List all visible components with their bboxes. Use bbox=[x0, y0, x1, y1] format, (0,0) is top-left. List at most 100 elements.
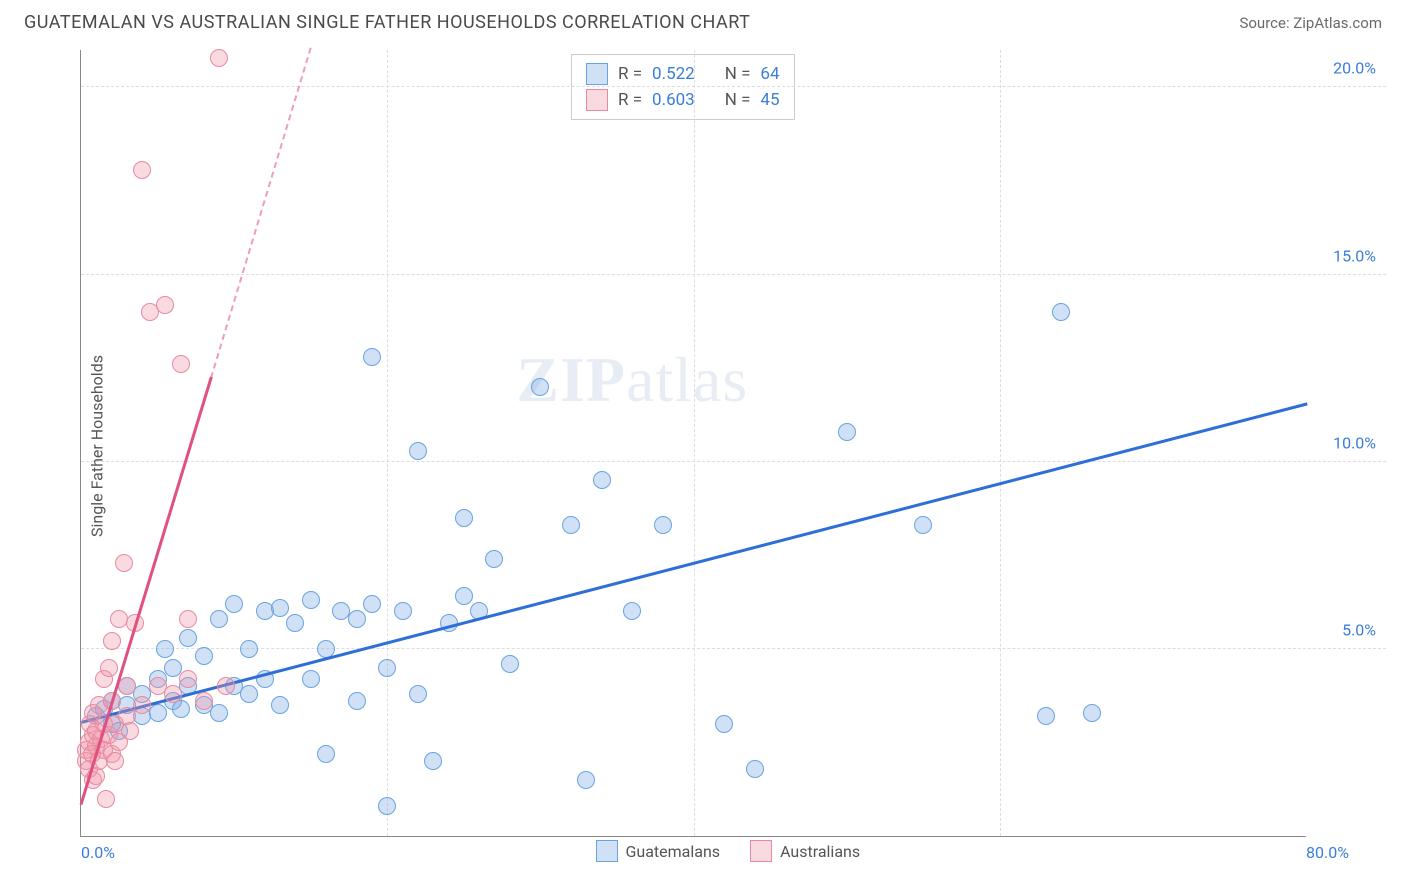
scatter-point bbox=[286, 614, 304, 632]
watermark-zip: ZIP bbox=[516, 344, 626, 415]
gridline-h bbox=[81, 86, 1386, 87]
scatter-point bbox=[271, 696, 289, 714]
scatter-point bbox=[577, 771, 595, 789]
scatter-point bbox=[195, 692, 213, 710]
legend-swatch-pink bbox=[586, 89, 608, 111]
gridline-v bbox=[1000, 50, 1001, 836]
scatter-point bbox=[1037, 707, 1055, 725]
legend-bottom: Guatemalans Australians bbox=[596, 840, 861, 862]
n-value: 45 bbox=[760, 90, 779, 110]
legend-label: Australians bbox=[780, 842, 860, 861]
scatter-point bbox=[1083, 704, 1101, 722]
y-tick-label: 15.0% bbox=[1333, 246, 1376, 265]
scatter-point bbox=[149, 704, 167, 722]
scatter-point bbox=[179, 610, 197, 628]
scatter-point bbox=[133, 696, 151, 714]
scatter-point bbox=[240, 685, 258, 703]
scatter-point bbox=[195, 647, 213, 665]
y-tick-label: 20.0% bbox=[1333, 59, 1376, 78]
x-tick-label: 80.0% bbox=[1306, 843, 1382, 862]
scatter-point bbox=[97, 790, 115, 808]
scatter-point bbox=[424, 752, 442, 770]
legend-swatch-blue bbox=[596, 840, 618, 862]
scatter-point bbox=[210, 49, 228, 67]
legend-label: Guatemalans bbox=[626, 842, 721, 861]
chart-header: GUATEMALAN VS AUSTRALIAN SINGLE FATHER H… bbox=[0, 0, 1406, 41]
scatter-point bbox=[593, 471, 611, 489]
scatter-point bbox=[394, 602, 412, 620]
chart-title: GUATEMALAN VS AUSTRALIAN SINGLE FATHER H… bbox=[24, 12, 750, 33]
scatter-point bbox=[348, 610, 366, 628]
scatter-point bbox=[100, 659, 118, 677]
scatter-point bbox=[118, 677, 136, 695]
scatter-point bbox=[210, 704, 228, 722]
r-label: R = bbox=[618, 64, 642, 84]
gridline-v bbox=[387, 50, 388, 836]
scatter-point bbox=[531, 378, 549, 396]
trend-line bbox=[80, 377, 213, 805]
scatter-point bbox=[348, 692, 366, 710]
r-value: 0.603 bbox=[652, 90, 695, 110]
scatter-point bbox=[746, 760, 764, 778]
scatter-point bbox=[654, 516, 672, 534]
scatter-point bbox=[156, 640, 174, 658]
scatter-point bbox=[172, 355, 190, 373]
y-tick-label: 10.0% bbox=[1333, 433, 1376, 452]
scatter-point bbox=[225, 595, 243, 613]
n-label: N = bbox=[725, 64, 751, 84]
scatter-point bbox=[179, 670, 197, 688]
scatter-point bbox=[106, 752, 124, 770]
plot-area: ZIPatlas R = 0.522 N = 64 R = 0.603 N = … bbox=[80, 50, 1306, 837]
scatter-point bbox=[455, 587, 473, 605]
legend-swatch-pink bbox=[750, 840, 772, 862]
x-tick-label: 0.0% bbox=[81, 843, 115, 862]
legend-item: Australians bbox=[750, 840, 860, 862]
gridline-h bbox=[81, 648, 1386, 649]
watermark-atlas: atlas bbox=[626, 344, 748, 415]
watermark: ZIPatlas bbox=[516, 343, 748, 417]
trend-line bbox=[210, 48, 312, 378]
scatter-point bbox=[121, 722, 139, 740]
scatter-point bbox=[103, 632, 121, 650]
scatter-point bbox=[485, 550, 503, 568]
legend-stats-row: R = 0.522 N = 64 bbox=[586, 61, 780, 87]
scatter-point bbox=[409, 442, 427, 460]
legend-stats-row: R = 0.603 N = 45 bbox=[586, 87, 780, 113]
scatter-point bbox=[562, 516, 580, 534]
scatter-point bbox=[317, 745, 335, 763]
scatter-point bbox=[623, 602, 641, 620]
r-label: R = bbox=[618, 90, 642, 110]
scatter-point bbox=[210, 610, 228, 628]
scatter-point bbox=[363, 595, 381, 613]
scatter-point bbox=[302, 670, 320, 688]
scatter-point bbox=[409, 685, 427, 703]
scatter-point bbox=[240, 640, 258, 658]
scatter-point bbox=[363, 348, 381, 366]
scatter-point bbox=[133, 161, 151, 179]
y-tick-label: 5.0% bbox=[1342, 620, 1376, 639]
scatter-point bbox=[378, 659, 396, 677]
chart-container: ZIPatlas R = 0.522 N = 64 R = 0.603 N = … bbox=[50, 50, 1386, 867]
scatter-point bbox=[378, 797, 396, 815]
legend-item: Guatemalans bbox=[596, 840, 721, 862]
scatter-point bbox=[715, 715, 733, 733]
scatter-point bbox=[164, 685, 182, 703]
scatter-point bbox=[179, 629, 197, 647]
chart-source: Source: ZipAtlas.com bbox=[1239, 14, 1382, 32]
gridline-h bbox=[81, 461, 1386, 462]
scatter-point bbox=[838, 423, 856, 441]
gridline-v bbox=[694, 50, 695, 836]
r-value: 0.522 bbox=[652, 64, 695, 84]
scatter-point bbox=[501, 655, 519, 673]
scatter-point bbox=[455, 509, 473, 527]
scatter-point bbox=[271, 599, 289, 617]
scatter-point bbox=[217, 677, 235, 695]
scatter-point bbox=[115, 554, 133, 572]
n-value: 64 bbox=[760, 64, 779, 84]
gridline-h bbox=[81, 274, 1386, 275]
scatter-point bbox=[1052, 303, 1070, 321]
n-label: N = bbox=[725, 90, 751, 110]
scatter-point bbox=[302, 591, 320, 609]
scatter-point bbox=[914, 516, 932, 534]
scatter-point bbox=[156, 296, 174, 314]
